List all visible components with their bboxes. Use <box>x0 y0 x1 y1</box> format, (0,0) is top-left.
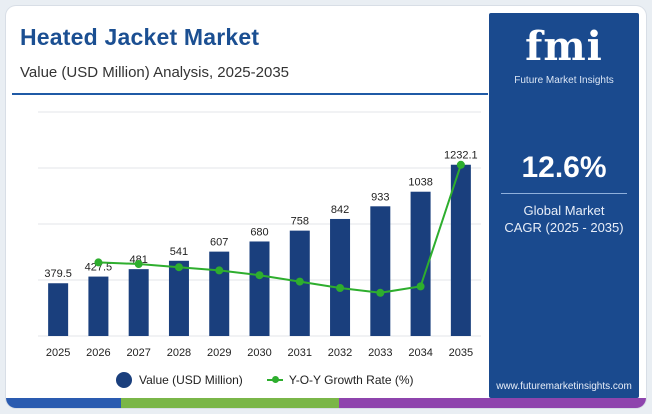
growth-point-2027 <box>134 260 143 268</box>
value-labels: 379.5427.548154160768075884293310381232.… <box>44 150 477 281</box>
x-tick-label: 2035 <box>449 347 473 359</box>
bar-line-chart: 379.5427.548154160768075884293310381232.… <box>38 111 481 359</box>
logo-subtitle: Future Market Insights <box>514 75 614 86</box>
growth-point-2029 <box>215 266 224 275</box>
cagr-label-period: CAGR (2025 - 2035) <box>504 220 624 235</box>
website-link[interactable]: www.futuremarketinsights.com <box>496 381 632 392</box>
legend-bar-swatch <box>116 372 132 388</box>
legend-item-growth: Y-O-Y Growth Rate (%) <box>266 373 414 387</box>
growth-rate-line <box>98 164 462 294</box>
growth-point-2026 <box>94 258 103 267</box>
growth-point-2031 <box>295 277 304 286</box>
x-tick-label: 2032 <box>328 347 352 359</box>
bar-value-label: 607 <box>210 237 228 249</box>
page-subtitle: Value (USD Million) Analysis, 2025-2035 <box>20 64 290 81</box>
growth-point-2032 <box>336 284 345 292</box>
x-tick-label: 2028 <box>167 347 191 359</box>
legend-line-swatch <box>266 373 283 387</box>
bar-2027 <box>128 269 149 336</box>
bar-value-label: 1038 <box>408 177 432 189</box>
x-tick-label: 2033 <box>368 347 392 359</box>
bar-2029 <box>209 251 230 336</box>
bar-2025 <box>48 283 69 336</box>
x-axis-ticks: 2025 2026 2027 2028 2029 2030 2031 2032 2033 2034… <box>46 347 473 359</box>
growth-point-2035 <box>456 160 465 169</box>
bar-2026 <box>88 276 109 336</box>
legend-line-label: Y-O-Y Growth Rate (%) <box>288 373 414 387</box>
legend-item-value: Value (USD Million) <box>116 372 243 388</box>
bar-value-label: 933 <box>371 191 389 203</box>
side-divider <box>501 193 627 194</box>
bottom-color-bar <box>6 398 646 408</box>
bar-2033 <box>370 206 391 336</box>
bar-value-label: 379.5 <box>44 268 72 280</box>
bar-2034 <box>410 191 431 336</box>
bar-value-label: 1232.1 <box>444 150 478 162</box>
growth-line <box>94 160 465 297</box>
chart-card: Heated Jacket Market Value (USD Million)… <box>6 6 646 408</box>
cagr-label-market: Global Market <box>523 203 605 218</box>
title-divider <box>12 93 488 95</box>
bar-value-label: 427.5 <box>85 262 113 274</box>
bar-2032 <box>330 218 351 336</box>
bars <box>48 164 471 336</box>
x-tick-label: 2034 <box>408 347 432 359</box>
bar-value-label: 541 <box>170 246 188 258</box>
bar-2030 <box>249 241 270 336</box>
bar-2035 <box>450 164 471 336</box>
growth-point-2033 <box>376 288 385 297</box>
bar-value-label: 680 <box>250 226 268 238</box>
x-tick-label: 2031 <box>288 347 312 359</box>
x-tick-label: 2026 <box>86 347 110 359</box>
x-tick-label: 2029 <box>207 347 231 359</box>
x-tick-label: 2027 <box>126 347 150 359</box>
fmi-logo: fmi <box>525 23 603 70</box>
bar-2028 <box>168 260 189 336</box>
x-tick-label: 2030 <box>247 347 271 359</box>
growth-point-2028 <box>174 263 183 272</box>
growth-point-2030 <box>255 271 264 280</box>
page-title: Heated Jacket Market <box>20 24 260 50</box>
bar-value-label: 842 <box>331 204 349 216</box>
chart-legend: Value (USD Million) Y-O-Y Growth Rate (%… <box>116 369 438 391</box>
x-tick-label: 2025 <box>46 347 70 359</box>
side-panel: fmi Future Market Insights 12.6% Global … <box>489 13 639 398</box>
growth-point-2034 <box>416 282 425 291</box>
legend-bar-label: Value (USD Million) <box>139 373 243 387</box>
bar-value-label: 758 <box>291 216 309 228</box>
cagr-value: 12.6% <box>521 151 607 184</box>
